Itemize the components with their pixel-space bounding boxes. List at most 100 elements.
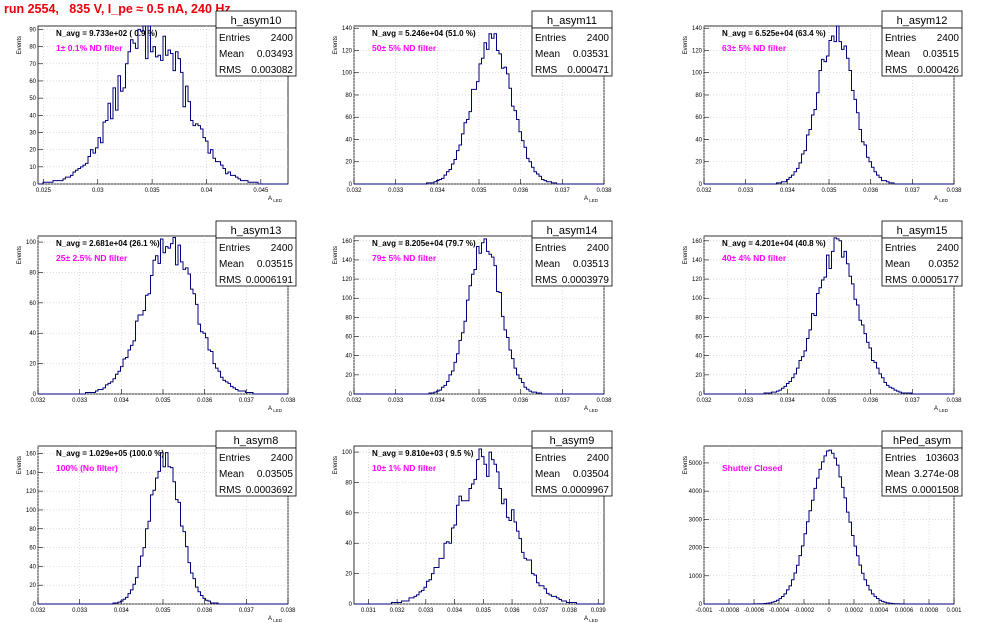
y-tick-label: 120 (692, 277, 703, 283)
n-avg-label: N_avg = 1.029e+05 (100.0 %) (56, 449, 164, 458)
x-tick-label: 0.037 (555, 398, 571, 404)
stats-key: Mean (885, 469, 910, 480)
y-tick-label: 100 (26, 240, 37, 246)
x-tick-label: 0.033 (738, 188, 754, 194)
x-tick-label: 0.036 (513, 188, 529, 194)
y-tick-label: 0 (349, 392, 353, 398)
x-axis-label: A LED (934, 406, 949, 413)
y-axis-label: Events (683, 36, 689, 54)
stats-box (215, 27, 297, 77)
x-tick-label: 0.038 (596, 188, 612, 194)
x-tick-label: 0.034 (114, 398, 130, 404)
x-axis-label: A LED (268, 406, 283, 413)
filter-label: 10± 1% ND filter (372, 463, 437, 473)
y-tick-label: 100 (342, 296, 353, 302)
x-tick-label: 0.037 (239, 608, 255, 614)
x-tick-label: 0.036 (513, 398, 529, 404)
stats-name: h_asym14 (547, 225, 598, 237)
stats-key: Entries (885, 243, 916, 254)
y-axis-label: Events (17, 36, 23, 54)
y-tick-label: 30 (29, 130, 36, 136)
x-tick-label: 0 (827, 608, 831, 614)
stats-value: 0.0001508 (912, 485, 960, 496)
stats-value: 0.03504 (573, 469, 610, 480)
y-tick-label: 60 (345, 115, 352, 121)
n-avg-label: N_avg = 6.525e+04 (63.4 %) (722, 29, 826, 38)
stats-value: 3.274e-08 (914, 469, 959, 480)
y-tick-label: 5000 (689, 461, 703, 467)
x-tick-label: 0.033 (388, 188, 404, 194)
y-axis-label: Events (683, 456, 689, 474)
y-tick-label: 100 (342, 450, 353, 456)
panel-h_asym10: 0.025 0.03 0.035 0.04 0.045 0 10 20 30 40 50 60 70 80… (17, 10, 297, 203)
stats-box (531, 447, 613, 497)
x-tick-label: 0.038 (280, 608, 296, 614)
y-tick-label: 0 (349, 602, 353, 608)
stats-value: 0.03505 (257, 469, 294, 480)
x-tick-label: 0.031 (361, 608, 377, 614)
x-tick-label: 0.036 (863, 398, 879, 404)
x-axis-label: A LED (268, 616, 283, 622)
n-avg-label: N_avg = 2.681e+04 (26.1 %) (56, 239, 160, 248)
y-tick-label: 40 (29, 331, 36, 337)
x-tick-label: 0.034 (447, 608, 463, 614)
x-tick-label: 0.025 (36, 188, 52, 194)
y-tick-label: 60 (695, 115, 702, 121)
stats-value: 0.000471 (567, 65, 609, 76)
y-axis-label: Events (333, 456, 339, 474)
x-tick-label: 0.038 (946, 188, 962, 194)
filter-label: Shutter Closed (722, 463, 782, 473)
x-tick-label: 0.001 (946, 608, 962, 614)
x-tick-label: 0.033 (388, 398, 404, 404)
x-tick-label: 0.032 (30, 398, 46, 404)
y-tick-label: 50 (29, 96, 36, 102)
x-tick-label: 0.032 (346, 398, 362, 404)
stats-box (215, 447, 297, 497)
x-tick-label: 0.036 (197, 398, 213, 404)
stats-box (881, 27, 963, 77)
y-axis-label: Events (683, 246, 689, 264)
x-tick-label: 0.038 (596, 398, 612, 404)
y-tick-label: 140 (342, 26, 353, 32)
stats-key: RMS (219, 275, 242, 286)
y-axis-label: Events (333, 246, 339, 264)
stats-key: Mean (535, 469, 560, 480)
x-tick-label: 0.037 (239, 398, 255, 404)
filter-label: 79± 5% ND filter (372, 253, 437, 263)
x-tick-label: 0.032 (346, 188, 362, 194)
y-tick-label: 90 (29, 27, 36, 33)
x-tick-label: 0.033 (738, 398, 754, 404)
stats-key: Mean (535, 49, 560, 60)
y-tick-label: 20 (345, 160, 352, 166)
stats-value: 0.0003979 (562, 275, 610, 286)
stats-key: Mean (219, 259, 244, 270)
stats-key: Mean (885, 259, 910, 270)
panel-hPed_asym: -0.001 -0.0008 -0.0006 -0.0004 -0.0002 0 0.000… (683, 430, 963, 614)
stats-value: 2400 (271, 243, 294, 254)
x-tick-label: -0.0004 (769, 608, 790, 614)
filter-label: 100% (No filter) (56, 463, 118, 473)
histogram-line (704, 25, 954, 185)
stats-name: h_asym15 (897, 225, 948, 237)
stats-name: h_asym10 (231, 15, 282, 27)
stats-box (531, 237, 613, 287)
y-tick-label: 120 (342, 48, 353, 54)
y-tick-label: 0 (33, 182, 37, 188)
stats-value: 0.03493 (257, 49, 294, 60)
histogram-line (704, 449, 954, 605)
stats-name: hPed_asym (893, 435, 951, 447)
panel-h_asym9: 0.031 0.032 0.033 0.034 0.035 0.036 0.037 0.038… (333, 430, 613, 622)
n-avg-label: N_avg = 5.246e+04 (51.0 %) (372, 29, 476, 38)
n-avg-label: N_avg = 9.810e+03 ( 9.5 %) (372, 449, 474, 458)
x-tick-label: 0.033 (418, 608, 434, 614)
stats-name: h_asym9 (550, 435, 595, 447)
x-tick-label: 0.035 (476, 608, 492, 614)
x-tick-label: 0.03 (92, 188, 104, 194)
y-tick-label: 40 (345, 541, 352, 547)
y-tick-label: 160 (692, 239, 703, 245)
y-tick-label: 20 (29, 583, 36, 589)
x-tick-label: 0.04 (201, 188, 213, 194)
histogram-line (354, 448, 604, 605)
stats-value: 0.0005177 (912, 275, 960, 286)
